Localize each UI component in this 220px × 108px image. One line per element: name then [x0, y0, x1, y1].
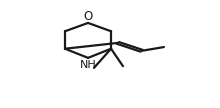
- Text: NH: NH: [80, 60, 96, 70]
- Text: O: O: [83, 10, 93, 23]
